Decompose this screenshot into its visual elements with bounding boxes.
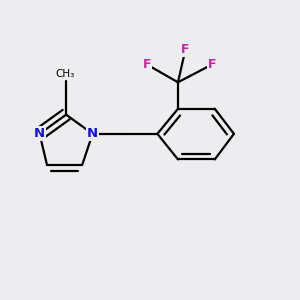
Text: F: F xyxy=(208,58,216,71)
Text: F: F xyxy=(143,58,151,71)
Text: N: N xyxy=(87,127,98,140)
Text: F: F xyxy=(181,44,190,56)
Text: CH₃: CH₃ xyxy=(55,69,74,79)
Text: N: N xyxy=(34,127,45,140)
